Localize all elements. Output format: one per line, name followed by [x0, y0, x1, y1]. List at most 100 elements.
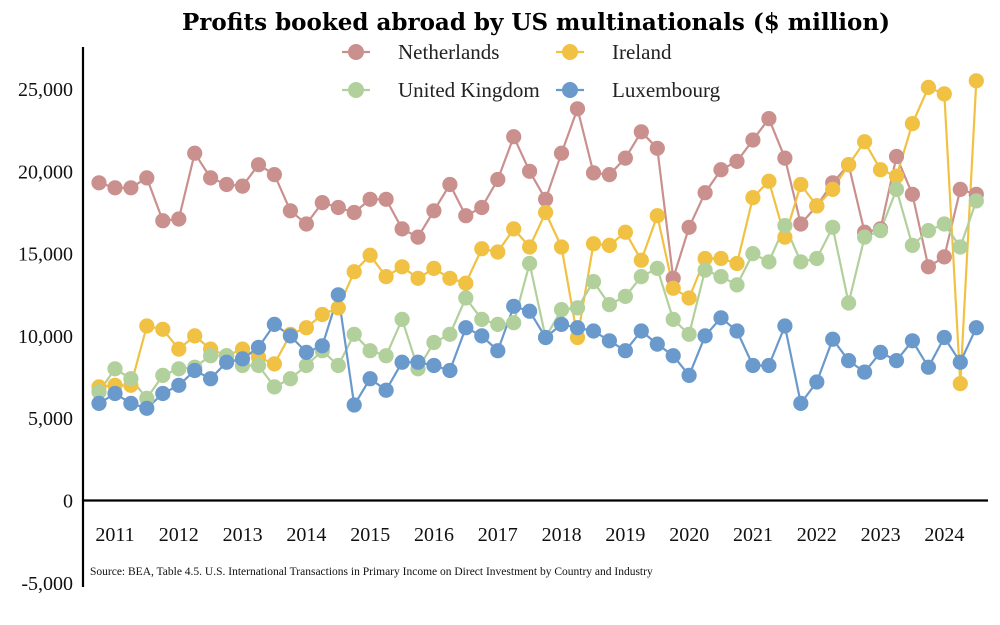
data-point: [888, 168, 905, 184]
data-point: [346, 264, 362, 280]
x-tick-label: 2014: [286, 524, 326, 546]
data-point: [872, 223, 889, 239]
data-point: [378, 191, 394, 207]
data-point: [793, 395, 809, 411]
data-point: [171, 341, 187, 357]
data-point: [553, 302, 570, 318]
data-point: [681, 326, 697, 342]
data-point: [378, 269, 394, 285]
data-point: [888, 148, 905, 165]
data-point: [107, 385, 123, 402]
x-tick-label: 2022: [797, 524, 837, 546]
data-point: [697, 262, 713, 278]
data-point: [522, 163, 538, 179]
data-point: [123, 371, 139, 387]
data-point: [474, 199, 490, 216]
data-point: [777, 150, 793, 166]
data-point: [713, 310, 729, 326]
data-point: [362, 343, 378, 359]
data-point: [474, 328, 490, 344]
data-point: [585, 323, 602, 339]
data-point: [346, 204, 362, 221]
data-point: [825, 331, 841, 347]
legend-marker: [348, 44, 364, 60]
data-point: [298, 357, 314, 374]
data-point: [601, 333, 618, 349]
data-point: [394, 311, 410, 327]
y-tick-label: 5,000: [28, 408, 73, 430]
data-point: [745, 190, 761, 206]
data-point: [394, 354, 410, 370]
series-line-ireland: [98, 80, 978, 388]
data-point: [490, 244, 506, 260]
data-point: [936, 329, 952, 346]
data-point: [266, 356, 282, 372]
data-point: [171, 211, 187, 227]
data-point: [506, 298, 522, 314]
data-point: [857, 364, 873, 380]
series-layer: [91, 73, 984, 416]
data-point: [442, 326, 458, 342]
data-point: [872, 344, 889, 360]
data-point: [920, 359, 937, 375]
data-point: [888, 353, 905, 369]
data-point: [633, 269, 649, 285]
data-point: [410, 354, 426, 370]
legend: Netherlands Ireland United Kingdom Luxembou…: [342, 40, 721, 102]
series-markers-united-kingdom: [91, 181, 984, 406]
data-point: [904, 333, 921, 349]
data-point: [809, 198, 825, 214]
series-netherlands: [98, 107, 977, 280]
data-point: [458, 208, 474, 224]
data-point: [490, 316, 506, 332]
data-point: [330, 287, 346, 303]
legend-marker: [562, 82, 578, 98]
x-tick-label: 2017: [478, 524, 518, 546]
data-point: [298, 320, 314, 336]
series-ireland: [98, 80, 978, 388]
data-point: [697, 250, 713, 267]
legend-marker: [562, 44, 578, 60]
data-point: [426, 203, 442, 219]
data-point: [825, 219, 841, 235]
data-point: [155, 367, 171, 383]
data-point: [203, 170, 219, 186]
data-point: [91, 175, 107, 191]
data-point: [490, 171, 506, 188]
data-point: [729, 323, 745, 339]
data-point: [777, 218, 793, 234]
data-point: [282, 203, 298, 219]
data-point: [553, 316, 570, 332]
data-point: [506, 129, 522, 145]
x-tick-label: 2020: [669, 524, 709, 546]
data-point: [442, 362, 458, 379]
data-point: [697, 328, 713, 344]
data-point: [442, 176, 458, 193]
chart-title: Profits booked abroad by US multinationa…: [182, 9, 890, 36]
data-point: [91, 384, 107, 400]
data-point: [139, 400, 155, 416]
x-tick-label: 2011: [95, 524, 134, 546]
series-line-netherlands: [98, 107, 977, 280]
data-point: [474, 311, 490, 327]
data-point: [490, 343, 506, 359]
data-point: [952, 376, 968, 392]
data-point: [681, 290, 697, 306]
data-point: [761, 357, 777, 374]
data-point: [346, 326, 362, 342]
data-point: [187, 362, 203, 379]
data-point: [250, 157, 267, 173]
data-point: [968, 73, 984, 89]
data-point: [266, 379, 282, 395]
data-point: [378, 348, 394, 364]
data-point: [904, 116, 921, 132]
data-point: [601, 237, 618, 253]
data-point: [952, 181, 968, 197]
data-point: [713, 162, 729, 178]
data-point: [745, 132, 761, 148]
data-point: [91, 395, 107, 411]
data-point: [474, 241, 490, 257]
data-point: [729, 277, 745, 293]
data-point: [171, 377, 187, 393]
